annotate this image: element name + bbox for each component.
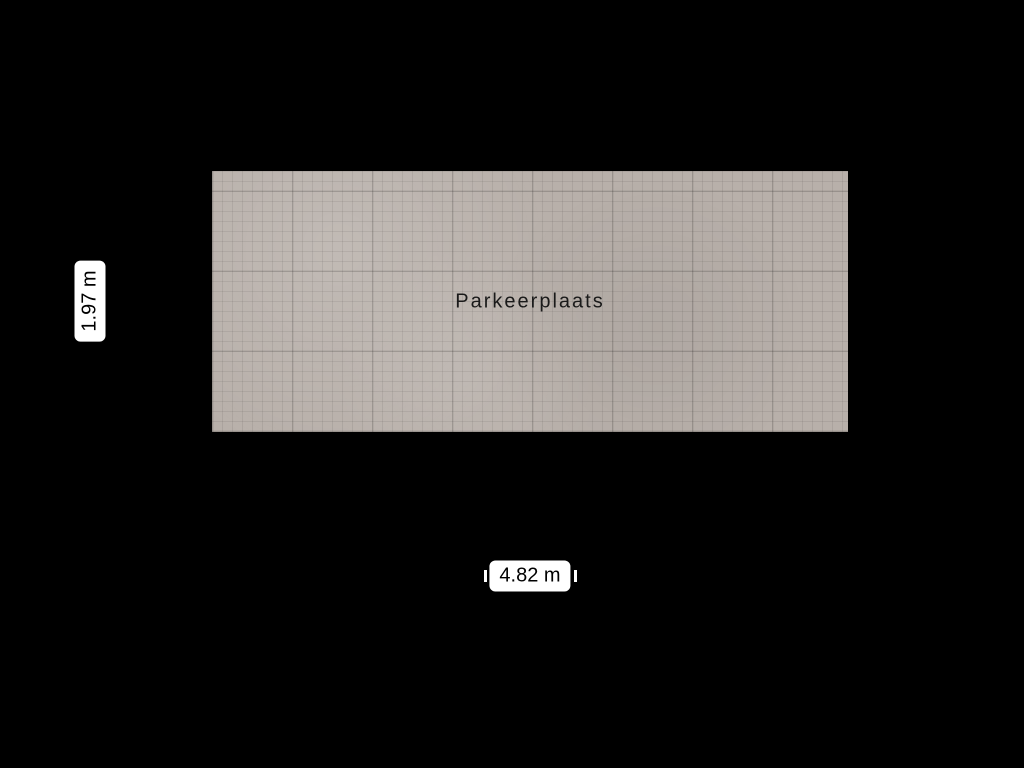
dimension-height: 1.97 m — [75, 260, 106, 341]
parking-area: Parkeerplaats — [212, 171, 848, 432]
area-label-parkeerplaats: Parkeerplaats — [455, 290, 604, 313]
dimension-width-tick-left — [484, 570, 487, 582]
dimension-width: 4.82 m — [489, 561, 570, 592]
dimension-width-tick-right — [574, 570, 577, 582]
